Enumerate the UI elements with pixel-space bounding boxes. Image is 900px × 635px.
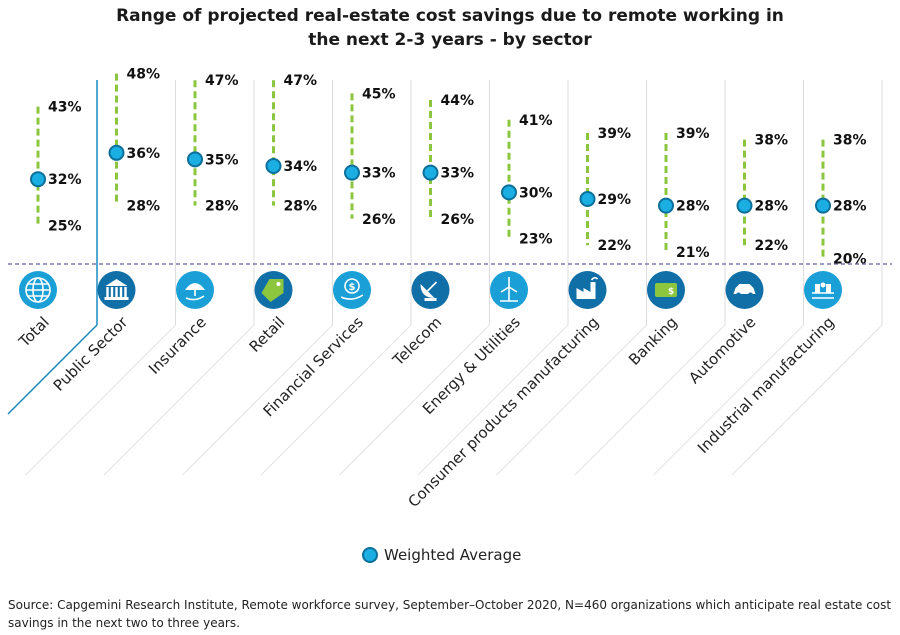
low-label-industrial-manufacturing: 20% bbox=[833, 251, 867, 267]
weighted-average-marker-public-sector bbox=[108, 144, 125, 161]
average-label-public-sector: 36% bbox=[127, 146, 161, 162]
wind-turbine-icon bbox=[490, 271, 528, 309]
low-label-financial-services: 26% bbox=[362, 212, 396, 228]
weighted-average-marker-financial-services bbox=[344, 164, 360, 181]
column-separator-diagonal bbox=[260, 324, 412, 476]
high-label-insurance: 47% bbox=[205, 73, 239, 89]
weighted-average-marker-automotive bbox=[736, 197, 753, 214]
column-separator-diagonal bbox=[731, 324, 883, 476]
category-label-retail: Retail bbox=[246, 313, 289, 356]
average-label-automotive: 28% bbox=[755, 199, 789, 215]
high-label-telecom: 44% bbox=[441, 93, 475, 109]
total-column-border-diagonal bbox=[7, 324, 98, 415]
legend-marker-weighted-average bbox=[362, 547, 378, 563]
column-separator-diagonal bbox=[417, 324, 569, 476]
high-label-public-sector: 48% bbox=[127, 67, 161, 83]
factory-icon bbox=[568, 271, 607, 309]
price-tag-icon bbox=[254, 271, 293, 309]
column-separator-diagonal bbox=[182, 324, 333, 476]
weighted-average-marker-telecom bbox=[422, 164, 439, 181]
wallet-icon: $ bbox=[647, 271, 685, 309]
category-label-telecom: Telecom bbox=[389, 313, 446, 370]
column-separator-diagonal bbox=[574, 324, 726, 476]
average-label-industrial-manufacturing: 28% bbox=[833, 199, 867, 215]
satellite-dish-icon bbox=[411, 271, 450, 309]
chart-background bbox=[7, 80, 883, 476]
average-label-retail: 34% bbox=[284, 159, 318, 175]
svg-text:$: $ bbox=[668, 287, 674, 297]
high-label-consumer-products-manufacturing: 39% bbox=[598, 126, 632, 142]
high-label-banking: 39% bbox=[676, 126, 710, 142]
column-separator-diagonal bbox=[103, 324, 255, 476]
low-label-energy-and-utilities: 23% bbox=[519, 232, 553, 248]
high-label-industrial-manufacturing: 38% bbox=[833, 133, 867, 149]
average-label-consumer-products-manufacturing: 29% bbox=[598, 192, 632, 208]
category-label-banking: Banking bbox=[625, 313, 681, 369]
low-label-automotive: 22% bbox=[755, 238, 789, 254]
high-label-automotive: 38% bbox=[755, 133, 789, 149]
bank-icon bbox=[97, 271, 136, 309]
high-label-total: 43% bbox=[48, 100, 82, 116]
chart-title-line-1: Range of projected real-estate cost savi… bbox=[116, 6, 784, 26]
low-label-total: 25% bbox=[48, 218, 82, 234]
low-label-insurance: 28% bbox=[205, 199, 239, 215]
high-label-financial-services: 45% bbox=[362, 86, 396, 102]
weighted-average-marker-industrial-manufacturing bbox=[815, 197, 831, 214]
average-label-total: 32% bbox=[48, 172, 82, 188]
weighted-average-marker-energy-and-utilities bbox=[501, 184, 517, 201]
low-label-retail: 28% bbox=[284, 199, 318, 215]
industrial-machine-icon bbox=[804, 271, 842, 309]
globe-icon bbox=[19, 271, 57, 309]
low-label-public-sector: 28% bbox=[127, 199, 161, 215]
weighted-average-marker-consumer-products-manufacturing bbox=[579, 191, 596, 207]
category-label-total: Total bbox=[15, 313, 53, 351]
category-icons: $ $ bbox=[19, 271, 842, 309]
average-label-telecom: 33% bbox=[441, 166, 475, 182]
weighted-average-marker-retail bbox=[265, 158, 282, 174]
weighted-average-marker-banking bbox=[658, 197, 674, 214]
category-label-public-sector: Public Sector bbox=[50, 313, 132, 395]
umbrella-hand-icon bbox=[176, 271, 214, 309]
legend-label: Weighted Average bbox=[384, 546, 522, 564]
car-icon bbox=[725, 271, 764, 309]
average-label-energy-and-utilities: 30% bbox=[519, 185, 553, 201]
low-label-telecom: 26% bbox=[441, 212, 475, 228]
low-label-consumer-products-manufacturing: 22% bbox=[598, 238, 632, 254]
average-label-banking: 28% bbox=[676, 199, 710, 215]
column-separator-diagonal bbox=[653, 324, 804, 476]
chart-title-line-2: the next 2-3 years - by sector bbox=[308, 30, 592, 50]
svg-text:$: $ bbox=[349, 282, 356, 293]
high-label-retail: 47% bbox=[284, 73, 318, 89]
column-separator-diagonal bbox=[339, 324, 490, 476]
high-label-energy-and-utilities: 41% bbox=[519, 113, 553, 129]
column-separator-diagonal bbox=[496, 324, 647, 476]
weighted-average-marker-insurance bbox=[187, 151, 203, 168]
column-separator-diagonal bbox=[25, 324, 176, 476]
source-note: Source: Capgemini Research Institute, Re… bbox=[8, 598, 892, 630]
legend: Weighted Average bbox=[362, 544, 521, 566]
chart-title: Range of projected real-estate cost savi… bbox=[0, 4, 900, 52]
low-label-banking: 21% bbox=[676, 245, 710, 261]
money-hand-icon: $ bbox=[333, 271, 371, 309]
average-label-financial-services: 33% bbox=[362, 166, 396, 182]
average-label-insurance: 35% bbox=[205, 152, 239, 168]
chart-marks: 43% 32% 25% 48% 36% 28% 47% 35% 28% 47% 34% 28% 45% 3… bbox=[30, 67, 867, 267]
category-label-automotive: Automotive bbox=[685, 313, 759, 387]
weighted-average-marker-total bbox=[30, 171, 46, 188]
